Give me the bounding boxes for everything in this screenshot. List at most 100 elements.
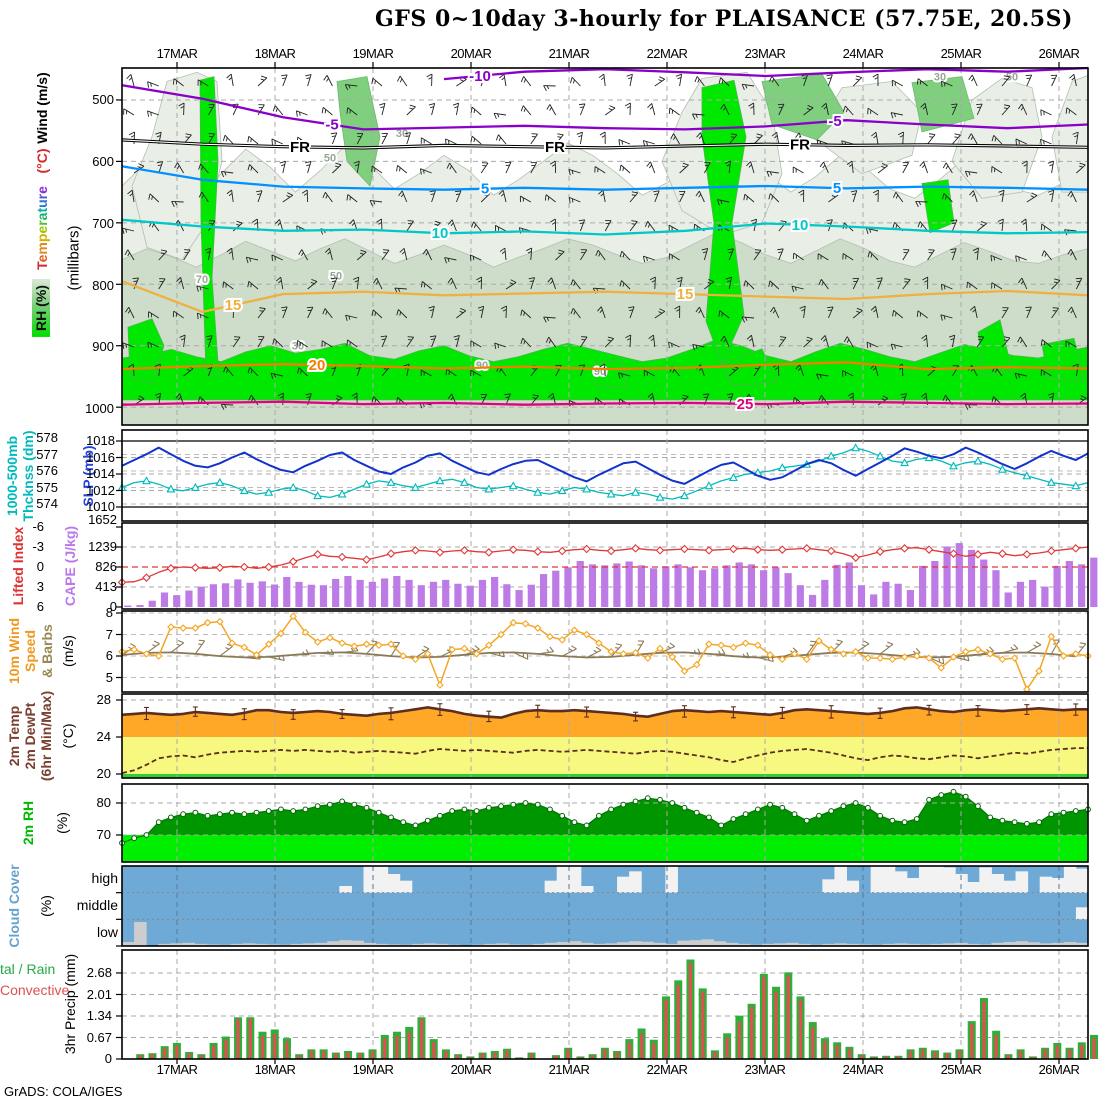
x-axis-date-top: 17MAR — [156, 46, 198, 61]
cape-bars — [124, 543, 1098, 607]
t2m-tick: 28 — [96, 692, 111, 707]
grads-credit: GrADS: COLA/IGES — [4, 1084, 123, 1099]
svg-text:5: 5 — [833, 180, 841, 197]
svg-text:50: 50 — [1006, 71, 1018, 83]
cape-tick: 0 — [109, 599, 117, 614]
wind-units-label: Wind (m/s) — [34, 72, 50, 144]
x-axis-date-bottom: 19MAR — [352, 1062, 394, 1077]
lifted-index-tick: 0 — [36, 559, 44, 574]
rh2m-tick: 80 — [96, 795, 111, 810]
dewpt-label: 2m DewPt — [22, 702, 38, 770]
x-axis-date-top: 18MAR — [254, 46, 296, 61]
rh2m-units-label: (%) — [54, 812, 70, 834]
wind-speed-tick: 5 — [105, 669, 113, 685]
wind10m-barbs-label: & Barbs — [39, 624, 55, 678]
x-axis-date-top: 22MAR — [646, 46, 688, 61]
precip-tick: 0 — [104, 1051, 112, 1066]
temperature-letter: e — [34, 225, 50, 234]
degc-label: (°C) — [34, 148, 50, 174]
slp-tick: 1018 — [86, 433, 115, 448]
svg-text:30: 30 — [292, 340, 304, 352]
temperature-letter: p — [34, 233, 50, 243]
svg-text:FR: FR — [545, 139, 565, 156]
minmax-whiskers — [143, 703, 1079, 723]
svg-text:10: 10 — [432, 225, 449, 242]
pressure-tick: 500 — [92, 92, 114, 107]
svg-text:15: 15 — [677, 286, 694, 303]
temperature-letter: e — [34, 186, 50, 194]
cape-tick: 826 — [95, 559, 117, 574]
wind-speed-tick: 6 — [105, 648, 113, 663]
rh2m-label: 2m RH — [20, 800, 36, 846]
thickness-tick: 576 — [36, 463, 58, 478]
t2m-label: 2m Temp — [6, 705, 22, 767]
pressure-tick: 600 — [92, 154, 114, 169]
thickness-tick: 574 — [36, 496, 58, 511]
slp-thickness-panel — [116, 429, 1089, 522]
slp-tick: 1014 — [86, 466, 115, 481]
svg-text:25: 25 — [737, 396, 754, 413]
cloud-row-low — [122, 922, 1089, 946]
svg-text:90: 90 — [476, 360, 488, 372]
cloud-row-label-low: low — [96, 924, 118, 940]
svg-text:-10: -10 — [469, 68, 491, 85]
precip-convective-legend: Convective — [0, 982, 70, 998]
x-axis-date-bottom: 21MAR — [548, 1062, 590, 1077]
rh2m-panel — [116, 783, 1091, 863]
thickness-tick: 575 — [36, 479, 58, 495]
pressure-tick: 800 — [92, 278, 114, 293]
rh-legend-label: RH (%) — [32, 279, 50, 337]
x-axis-date-bottom: 20MAR — [450, 1062, 492, 1077]
temperature-letter: a — [34, 212, 50, 221]
t2m-tick: 24 — [96, 729, 111, 744]
precip-panel — [116, 949, 1098, 1064]
rh2m-tick: 70 — [96, 827, 111, 842]
slp-tick: 1012 — [86, 482, 115, 498]
cape-tick: 413 — [95, 579, 117, 594]
precip-rain-legend: tal / Rain — [0, 961, 56, 977]
slp-tick: 1016 — [86, 449, 115, 465]
x-axis-date-bottom: 23MAR — [744, 1062, 786, 1077]
lifted-index-tick: -3 — [32, 539, 44, 554]
svg-text:50: 50 — [324, 152, 336, 164]
wind10m-label-1: 10m Wind — [6, 618, 22, 684]
temperature-letter: m — [34, 242, 50, 255]
precip-bars — [136, 959, 1098, 1059]
cape-li-panel — [116, 522, 1098, 610]
svg-text:15: 15 — [225, 297, 242, 314]
thickness-tick: 578 — [36, 430, 58, 445]
thickness-label-1: 1000-500mb — [4, 435, 20, 517]
pressure-tick: 1000 — [85, 401, 114, 416]
cape-tick: 1652 — [88, 512, 117, 527]
x-axis-date-top: 19MAR — [352, 46, 394, 61]
cloud-cover-label: Cloud Cover — [6, 864, 22, 948]
cloud-row-label-high: high — [91, 870, 118, 886]
x-axis-date-top: 20MAR — [450, 46, 492, 61]
x-axis-date-top: 24MAR — [842, 46, 884, 61]
x-axis-date-top: 23MAR — [744, 46, 786, 61]
svg-text:30: 30 — [934, 71, 946, 83]
precip-tick: 1.34 — [86, 1008, 112, 1023]
cloud-row-label-middle: middle — [76, 897, 118, 913]
x-axis-date-top: 26MAR — [1038, 46, 1080, 61]
wind10m-units-label: (m/s) — [60, 635, 76, 667]
lifted-index-tick: 6 — [36, 599, 44, 614]
temperature-letter: r — [34, 220, 50, 226]
lifted-index-tick: -6 — [32, 519, 44, 534]
svg-text:FR: FR — [290, 139, 310, 156]
x-axis-date-bottom: 22MAR — [646, 1062, 688, 1077]
wind10m-label-2: Speed — [22, 629, 38, 673]
temperature-letter: e — [34, 254, 50, 263]
x-axis-date-bottom: 26MAR — [1038, 1062, 1080, 1077]
svg-text:30: 30 — [396, 128, 408, 140]
x-axis-date-bottom: 25MAR — [940, 1062, 982, 1077]
page-title: GFS 0~10day 3-hourly for PLAISANCE (57.7… — [375, 6, 1073, 32]
svg-text:10: 10 — [792, 217, 809, 234]
slp-tick: 1010 — [86, 499, 115, 514]
wind-speed-tick: 7 — [105, 626, 113, 642]
temperature-contours: -10 -5 -5 FR FR FR 5 5 10 10 15 15 20 25 — [121, 66, 1089, 415]
svg-text:5: 5 — [481, 181, 489, 198]
t2m-tick: 20 — [96, 766, 111, 781]
